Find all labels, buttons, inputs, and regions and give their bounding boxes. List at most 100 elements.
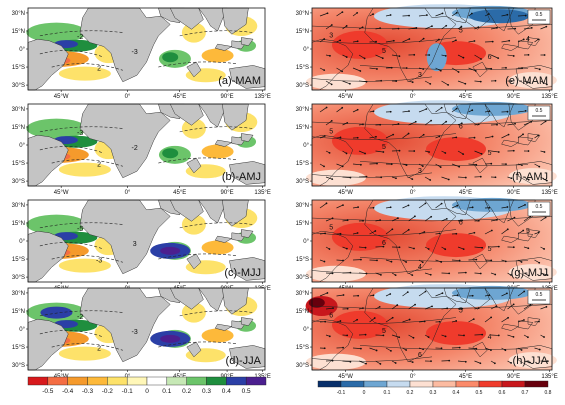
wind-vector-head <box>345 56 348 58</box>
wind-vector-head <box>462 248 465 251</box>
wind-vector <box>435 67 441 72</box>
wind-vector <box>408 246 415 249</box>
contour-label: 6 <box>382 240 386 247</box>
wind-vector-head <box>395 177 397 180</box>
colorbar-label: 0.5 <box>242 388 251 395</box>
colorbar-label: -0.1 <box>337 390 346 396</box>
wind-vector-head <box>472 318 475 321</box>
shade-patch <box>40 306 73 319</box>
wind-vector <box>375 150 384 153</box>
shade-patch <box>201 48 234 63</box>
wind-vector-head <box>408 14 410 17</box>
wind-vector-head <box>522 229 525 232</box>
lon-tick-label: 45°W <box>54 190 69 196</box>
lon-tick-label: 45°W <box>338 190 353 196</box>
wind-vector <box>517 291 525 297</box>
wind-vector-head <box>405 164 408 167</box>
wind-vector-head <box>324 320 327 323</box>
wind-vector-head <box>455 320 458 322</box>
contour-label: -3 <box>77 130 83 137</box>
wind-vector-head <box>413 150 416 152</box>
wind-vector-head <box>423 320 426 323</box>
wind-vector-head <box>398 246 401 249</box>
contour-line <box>158 61 237 68</box>
wind-vector-head <box>496 26 498 29</box>
wind-vector <box>402 110 410 113</box>
wind-vector-head <box>405 349 408 351</box>
wind-vector-head <box>480 152 483 155</box>
wind-vector <box>325 80 332 85</box>
lon-tick-label: 45°E <box>459 190 472 196</box>
wind-vector-head <box>455 39 457 42</box>
wind-vector-head <box>458 259 461 262</box>
wind-vector <box>451 67 459 73</box>
panel-label: (g)-MJJ <box>511 267 548 279</box>
wind-vector-head <box>330 24 333 26</box>
shade-patch <box>181 302 206 323</box>
wind-vector <box>490 150 499 153</box>
wind-vector-head <box>422 348 425 351</box>
wind-vector <box>523 272 529 276</box>
left-panel-0: -2 -3 2 30°N 15°N 0° 15°S 30°S 45°W 0° 45°E 90°E 135… <box>12 7 271 100</box>
wind-vector <box>517 39 524 43</box>
wind-vector-head <box>447 84 450 86</box>
wind-vector <box>358 360 367 364</box>
wind-vector-head <box>488 110 491 113</box>
wind-vector-head <box>375 349 378 352</box>
shade-patch <box>162 148 179 159</box>
wind-vector-head <box>346 121 349 124</box>
wind-vector-head <box>424 202 427 205</box>
wind-vector <box>418 203 426 209</box>
wind-vector <box>474 80 481 82</box>
wind-vector <box>517 319 525 323</box>
wind-vector-head <box>415 27 418 29</box>
wind-vector-head <box>441 292 444 295</box>
wind-vector <box>418 14 427 17</box>
wind-vector-head <box>407 228 410 231</box>
wind-vector-head <box>471 206 474 209</box>
wind-vector <box>507 54 514 57</box>
wind-vector-head <box>514 122 516 125</box>
wind-vector-head <box>341 165 344 168</box>
contour-label: 3 <box>418 168 422 175</box>
wind-vector-head <box>464 360 467 363</box>
wind-vector <box>435 292 443 297</box>
wind-vector-head <box>339 136 342 139</box>
lat-tick-label: 30°S <box>12 179 25 185</box>
contour-line <box>39 50 104 58</box>
wind-vector-head <box>411 361 414 364</box>
land-mass <box>186 157 202 174</box>
wind-vector <box>375 360 381 365</box>
left-panel-2: -53-330°N15°N0°15°S30°S45°W0°45°E90°E135… <box>12 199 271 292</box>
wind-vector-head <box>522 38 525 41</box>
wind-vector <box>474 246 483 249</box>
wind-vector <box>325 307 334 310</box>
wind-vector <box>391 54 400 57</box>
wind-vector <box>369 317 375 323</box>
contour-line <box>311 172 433 178</box>
lat-tick-label: 0° <box>303 239 309 245</box>
contour-line <box>39 242 104 250</box>
shade-patch <box>26 22 87 43</box>
wind-vector-head <box>412 336 415 339</box>
wind-vector-head <box>495 305 498 308</box>
wind-vector-head <box>373 317 376 319</box>
wind-vector-head <box>331 217 334 220</box>
wind-vector-head <box>490 259 493 262</box>
wind-vector <box>408 334 414 339</box>
wind-vector-head <box>512 55 515 57</box>
shade-patch <box>26 214 87 235</box>
lat-tick-label: 30°N <box>12 11 25 17</box>
contour-line <box>359 65 529 71</box>
wind-vector-head <box>440 261 443 263</box>
wind-vector-head <box>463 334 465 337</box>
wind-vector-head <box>464 82 467 85</box>
contour-label: 6 <box>459 220 463 227</box>
wind-vector <box>457 150 464 155</box>
wind-vector-head <box>526 336 529 339</box>
lat-tick-label: 0° <box>19 143 25 149</box>
colorbar-swatch <box>478 380 503 388</box>
reference-vector-label: 0.5 <box>536 108 543 114</box>
wind-vector <box>402 133 409 139</box>
lat-tick-label: 15°S <box>12 257 25 263</box>
